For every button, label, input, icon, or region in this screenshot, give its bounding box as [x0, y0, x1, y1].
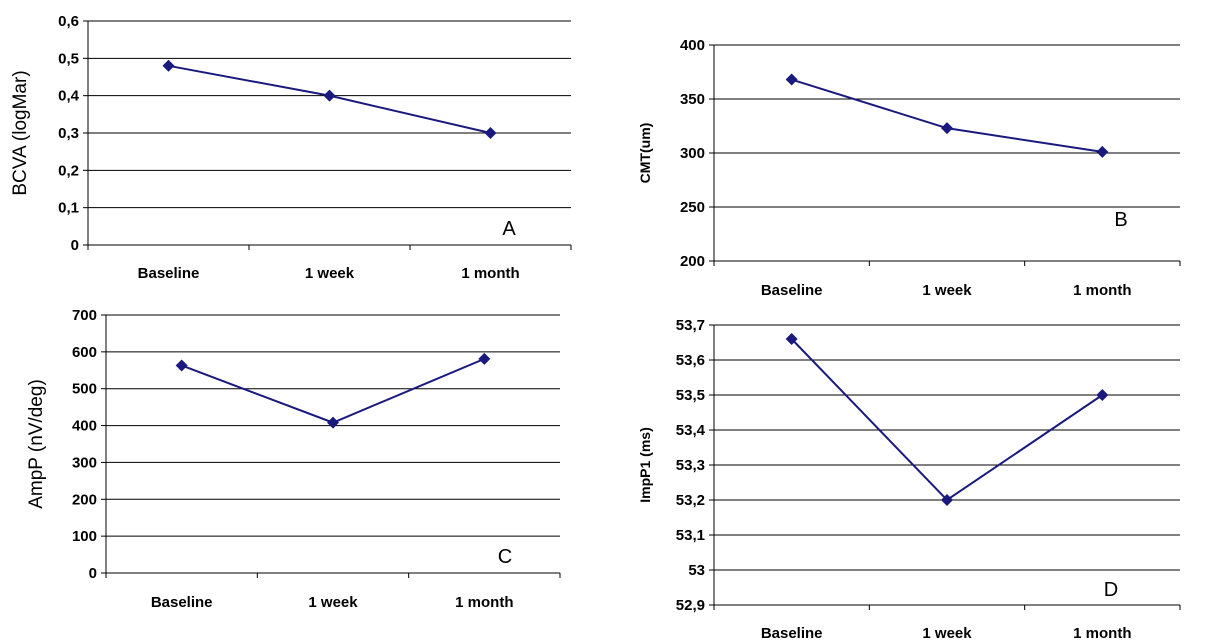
y-tick-label: 53,6 [676, 352, 705, 369]
y-tick-label: 400 [72, 418, 97, 435]
data-point [785, 333, 798, 345]
data-point [323, 89, 336, 102]
x-tick-label: 1 month [461, 265, 519, 282]
chart-panel-c: 0 100 200 300 400 500 600 700 Baseline 1 week 1 mo… [26, 307, 561, 611]
x-tick-label: 1 month [1073, 282, 1131, 299]
y-tick-label: 52,9 [676, 597, 705, 614]
y-tick-label: 0,1 [58, 200, 79, 217]
panel-letter: A [502, 218, 516, 240]
y-tick-label: 53,1 [676, 527, 705, 544]
y-tick-label: 0,5 [58, 50, 79, 67]
x-tick-label: 1 week [308, 594, 358, 611]
y-axis-label: BCVA (logMar) [10, 70, 31, 195]
data-point [941, 122, 953, 135]
y-axis-label: AmpP (nV/deg) [26, 379, 47, 509]
data-point [327, 416, 339, 429]
x-tick-label: 1 month [1073, 625, 1131, 642]
data-point [941, 494, 953, 506]
y-tick-label: 0,6 [58, 13, 79, 30]
series-line [790, 338, 1103, 502]
x-tick-label: 1 week [922, 625, 972, 642]
y-tick-label: 0 [89, 565, 97, 582]
y-tick-label: 53,7 [676, 317, 705, 334]
data-point [1096, 389, 1109, 401]
data-point [162, 59, 175, 72]
data-point [478, 352, 491, 365]
chart-panel-a: 0 0,1 0,2 0,3 0,4 0,5 0,6 Baseline 1 week 1 month… [10, 13, 572, 282]
y-tick-label: 500 [72, 381, 97, 398]
x-tick-label: Baseline [761, 282, 823, 299]
y-tick-label: 400 [680, 37, 705, 54]
x-tick-label: 1 week [305, 265, 355, 282]
data-point [484, 127, 497, 139]
data-point [1096, 145, 1109, 158]
y-tick-label: 100 [72, 528, 97, 545]
y-tick-label: 0 [71, 237, 79, 254]
y-tick-label: 200 [72, 491, 97, 508]
y-tick-label: 53,2 [676, 492, 705, 509]
panel-letter: B [1114, 209, 1127, 231]
panel-letter: C [498, 546, 512, 568]
x-tick-label: 1 week [922, 282, 972, 299]
x-tick-label: 1 month [455, 594, 513, 611]
y-tick-label: 53,5 [676, 387, 705, 404]
series-line [181, 357, 485, 424]
y-tick-label: 53,3 [676, 457, 705, 474]
panel-letter: D [1104, 579, 1118, 601]
y-tick-label: 300 [72, 454, 97, 471]
y-tick-label: 300 [680, 145, 705, 162]
series-line [791, 78, 1103, 153]
y-tick-label: 0,3 [58, 125, 79, 142]
y-axis-label: CMT(um) [637, 123, 653, 184]
x-tick-label: Baseline [138, 265, 200, 282]
y-tick-label: 600 [72, 344, 97, 361]
data-point [785, 73, 798, 86]
y-tick-label: 0,4 [58, 88, 80, 105]
y-axis-label: ImpP1 (ms) [637, 427, 653, 502]
y-tick-label: 53,4 [676, 422, 706, 439]
y-tick-label: 250 [680, 199, 705, 216]
y-tick-label: 0,2 [58, 162, 79, 179]
data-point [175, 359, 188, 372]
chart-panel-b: 200 250 300 350 400 Baseline 1 week 1 month CMT(… [637, 37, 1181, 299]
y-tick-label: 350 [680, 91, 705, 108]
y-tick-label: 53 [688, 562, 705, 579]
x-tick-label: Baseline [151, 594, 213, 611]
y-tick-label: 700 [72, 307, 97, 324]
y-tick-label: 200 [680, 253, 705, 270]
chart-panel-d: 52,9 53 53,1 53,2 53,3 53,4 53,5 53,6 53,7 Baseli… [637, 317, 1181, 642]
x-tick-label: Baseline [761, 625, 823, 642]
